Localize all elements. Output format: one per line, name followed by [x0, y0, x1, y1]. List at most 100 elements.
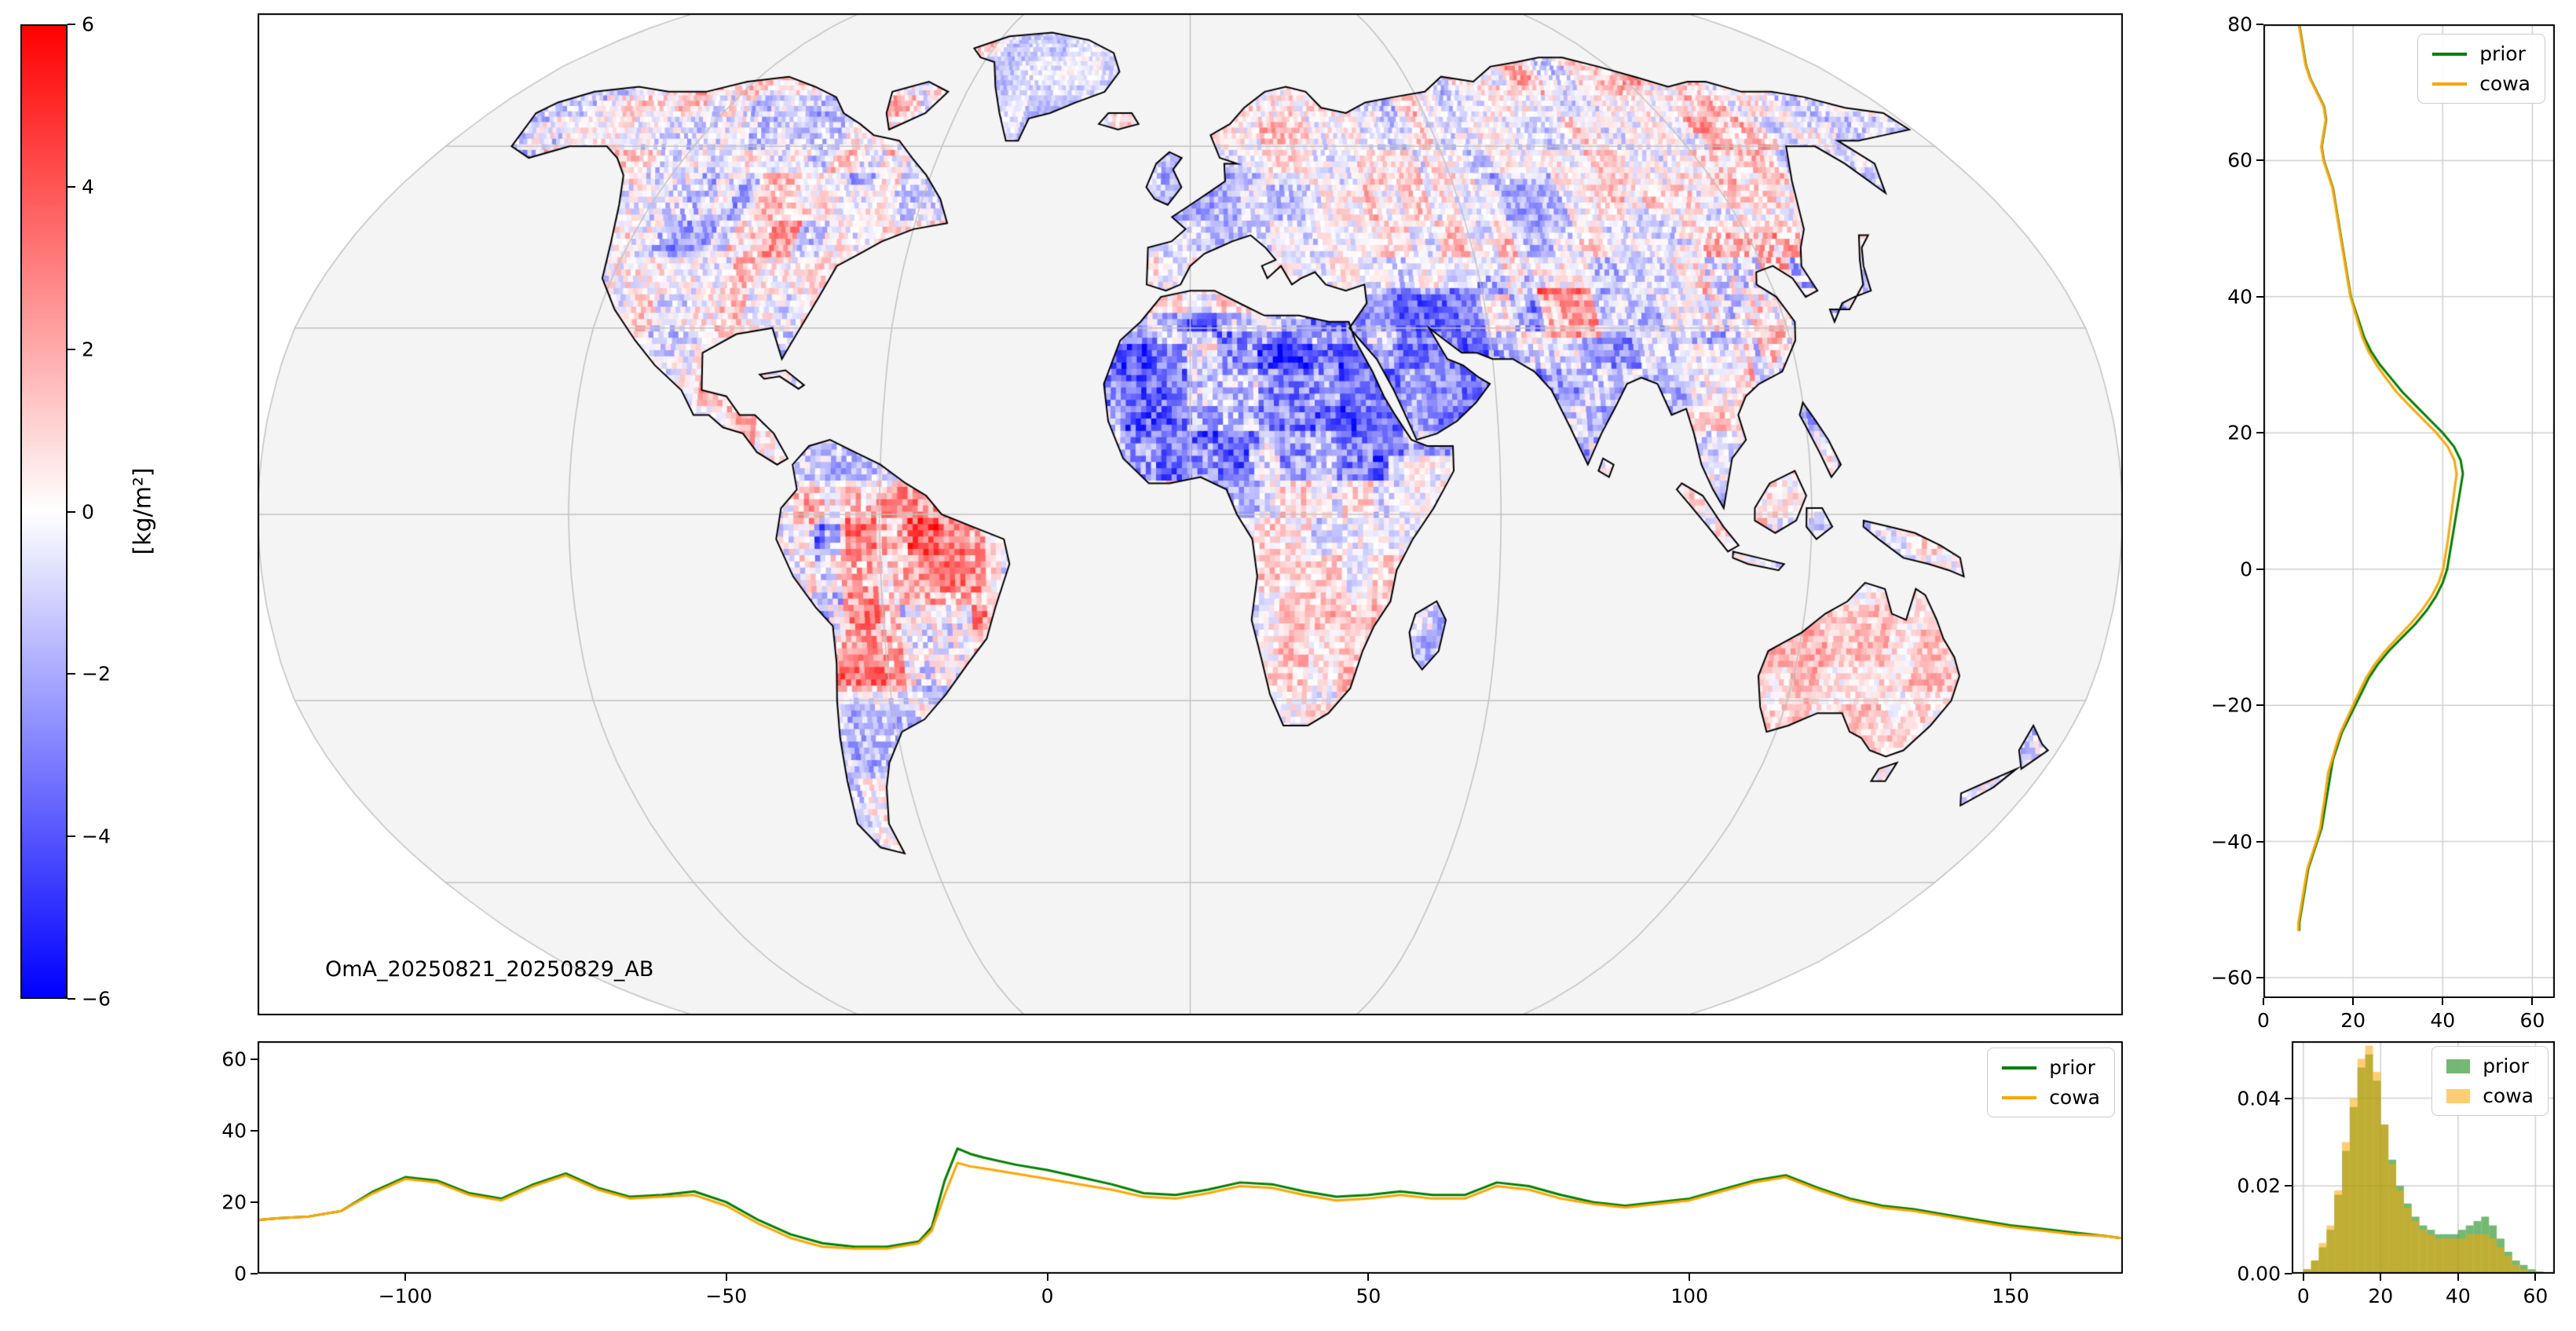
x-tick-mark	[1046, 1274, 1048, 1281]
legend-label: prior	[2483, 1055, 2529, 1077]
x-tick-mark	[2263, 998, 2264, 1005]
latitude-profile-canvas	[2263, 24, 2555, 998]
y-tick-label: −60	[2211, 966, 2252, 989]
longitude-profile-panel: −100 −50 0 50 100 150 0 20 40 60 prior cowa	[221, 1041, 2123, 1307]
x-tick-mark	[1367, 1274, 1370, 1281]
map-annotation: OmA_20250821_20250829_AB	[325, 957, 654, 982]
colorbar-tick-label: 0	[82, 500, 94, 523]
x-tick-label: 60	[2523, 1285, 2549, 1307]
y-tick-mark	[2285, 1273, 2292, 1274]
longitude-profile-canvas	[258, 1041, 2123, 1274]
x-tick-mark	[2531, 998, 2534, 1005]
x-tick-mark	[2442, 998, 2444, 1005]
legend: prior cowa	[2431, 1046, 2549, 1116]
colorbar-tick-label: −4	[82, 825, 111, 848]
colorbar-tick-mark	[68, 348, 75, 350]
y-tick-mark	[2285, 1097, 2292, 1099]
y-tick-mark	[2256, 976, 2263, 978]
legend-patch-swatch-cowa	[2446, 1088, 2471, 1103]
y-tick-label: 0	[234, 1262, 247, 1285]
x-tick-mark	[2380, 1274, 2382, 1281]
legend-label: cowa	[2479, 72, 2530, 95]
legend-line-swatch-cowa	[2002, 1095, 2037, 1099]
legend-line-swatch-prior	[2432, 52, 2468, 56]
x-tick-label: 100	[1670, 1285, 1708, 1307]
map-panel: OmA_20250821_20250829_AB	[258, 13, 2123, 1015]
y-tick-mark	[2256, 24, 2263, 25]
colorbar-label: [kg/m²]	[129, 467, 157, 555]
legend-label: prior	[2479, 42, 2526, 65]
legend-label: cowa	[2049, 1086, 2100, 1109]
colorbar-tick-label: −6	[82, 987, 111, 1011]
y-tick-label: −40	[2211, 830, 2252, 854]
y-tick-label: 0.00	[2237, 1262, 2281, 1285]
x-tick-mark	[2534, 1274, 2537, 1281]
x-tick-label: 40	[2430, 1009, 2456, 1032]
legend-entry: prior	[2002, 1056, 2100, 1079]
y-tick-mark	[251, 1201, 258, 1203]
colorbar-gradient	[20, 24, 68, 999]
colorbar-tick-label: 6	[82, 13, 94, 36]
colorbar-tick-label: 2	[82, 338, 94, 361]
y-tick-mark	[2256, 840, 2263, 843]
legend: prior cowa	[2417, 34, 2545, 104]
x-tick-label: 0	[2257, 1009, 2270, 1032]
y-tick-mark	[2256, 568, 2263, 570]
y-tick-label: 60	[2227, 148, 2252, 172]
world-map-canvas	[258, 13, 2123, 1015]
histogram-panel: 0 20 40 60 0.00 0.02 0.04 prior cowa	[2237, 1041, 2555, 1307]
y-tick-label: 0	[2240, 558, 2252, 581]
colorbar-tick-label: −2	[82, 662, 111, 686]
x-tick-label: 20	[2340, 1009, 2366, 1032]
x-tick-mark	[725, 1274, 727, 1281]
y-tick-label: 0.04	[2237, 1087, 2281, 1110]
y-tick-mark	[251, 1058, 258, 1060]
legend-entry: cowa	[2432, 72, 2530, 95]
colorbar-tick-mark	[68, 998, 75, 1000]
x-tick-label: 20	[2368, 1285, 2394, 1307]
x-tick-label: 150	[1992, 1285, 2029, 1307]
y-tick-label: −20	[2211, 693, 2252, 717]
colorbar-tick-mark	[68, 673, 75, 675]
legend-line-swatch-prior	[2002, 1066, 2037, 1070]
legend-patch-swatch-prior	[2446, 1059, 2471, 1073]
y-tick-mark	[2256, 704, 2263, 707]
x-tick-mark	[2302, 1274, 2304, 1281]
legend-entry: prior	[2432, 42, 2530, 65]
y-tick-mark	[2256, 159, 2263, 162]
legend-label: prior	[2049, 1056, 2095, 1079]
x-tick-label: −100	[378, 1285, 433, 1307]
y-tick-mark	[251, 1129, 258, 1132]
y-tick-label: 20	[221, 1190, 247, 1214]
colorbar-tick-mark	[68, 24, 75, 25]
legend-entry: prior	[2446, 1055, 2534, 1077]
x-tick-label: 0	[2296, 1285, 2310, 1307]
legend-entry: cowa	[2002, 1086, 2100, 1109]
y-tick-label: 0.02	[2237, 1174, 2281, 1198]
y-tick-label: 40	[221, 1119, 247, 1143]
legend-label: cowa	[2483, 1084, 2534, 1107]
latitude-profile-panel: 0 20 40 60 80 60 40 20 0 −20 −40 −60 prior cowa	[2211, 13, 2555, 1032]
x-tick-label: 40	[2445, 1285, 2471, 1307]
y-tick-mark	[2256, 295, 2263, 298]
x-tick-mark	[1689, 1274, 1691, 1281]
legend-entry: cowa	[2446, 1084, 2534, 1107]
x-tick-label: −50	[705, 1285, 748, 1307]
y-tick-label: 80	[2227, 13, 2252, 36]
legend-line-swatch-cowa	[2432, 82, 2468, 86]
x-tick-label: 0	[1041, 1285, 1054, 1307]
colorbar-tick-mark	[68, 836, 75, 838]
x-tick-mark	[2009, 1274, 2011, 1281]
y-tick-label: 20	[2227, 421, 2252, 444]
colorbar-tick-mark	[68, 185, 75, 188]
legend: prior cowa	[1987, 1048, 2115, 1117]
y-tick-mark	[2285, 1185, 2292, 1187]
y-tick-label: 40	[2227, 285, 2252, 309]
y-tick-label: 60	[221, 1048, 247, 1071]
x-tick-mark	[2352, 998, 2355, 1005]
y-tick-mark	[2256, 432, 2263, 434]
y-tick-mark	[251, 1273, 258, 1274]
x-tick-mark	[2457, 1274, 2459, 1281]
colorbar-tick-label: 4	[82, 175, 94, 199]
